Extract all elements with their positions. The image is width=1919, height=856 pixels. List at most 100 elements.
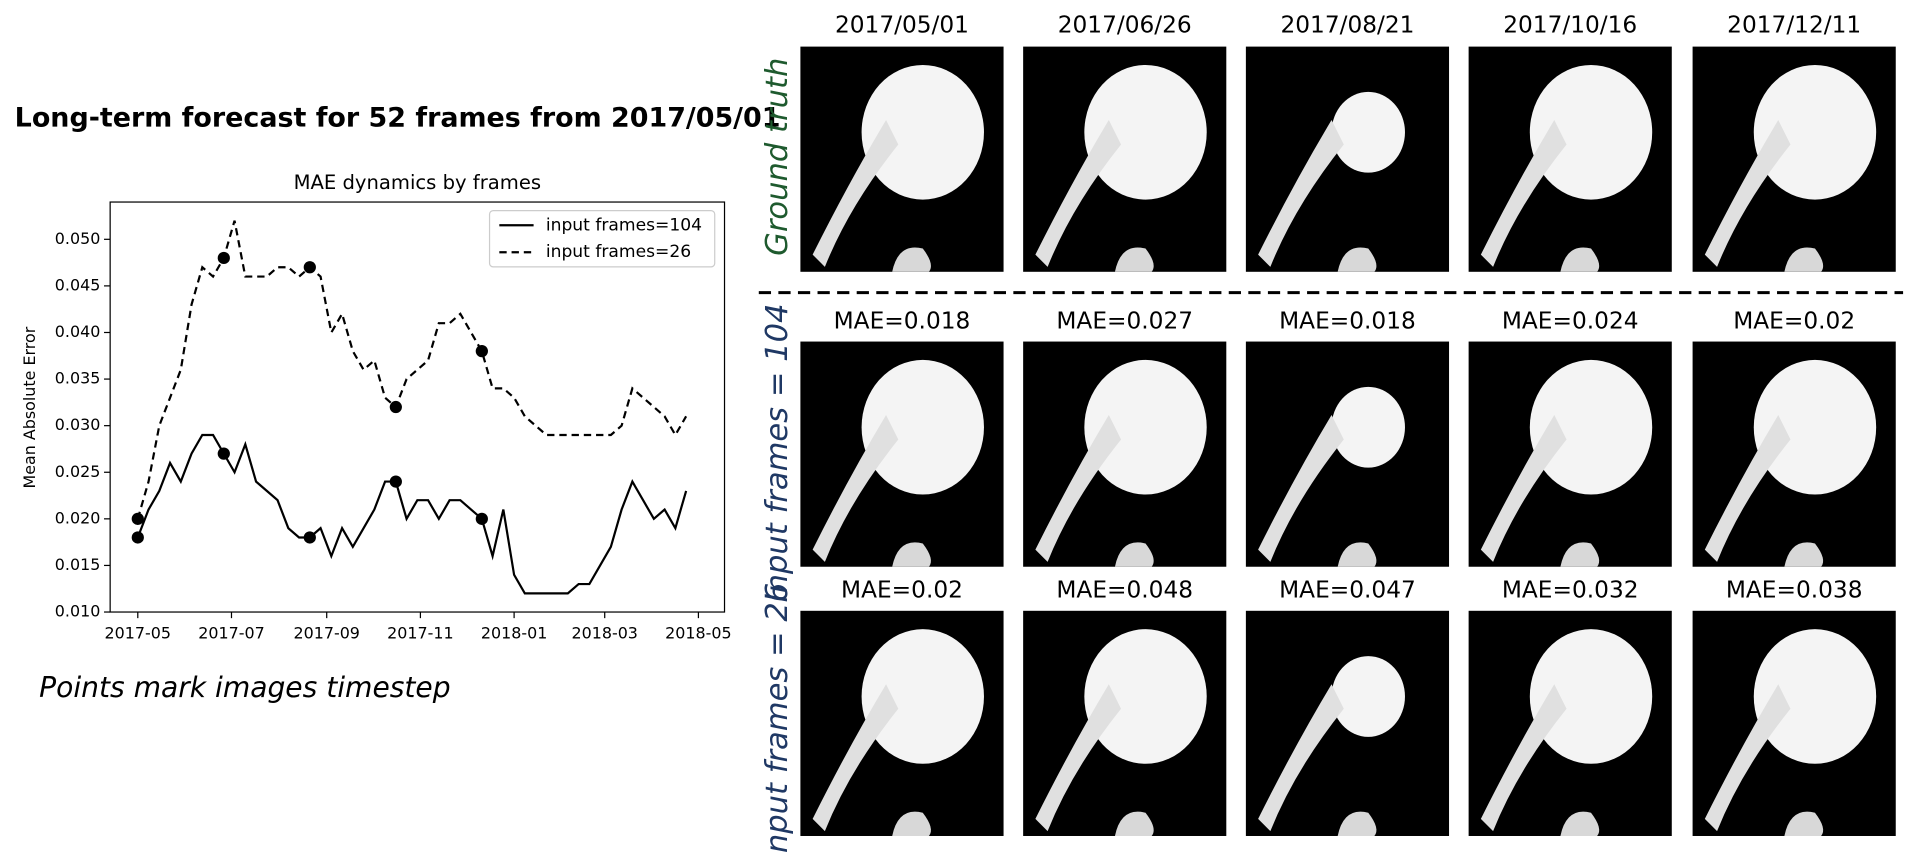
column-title: 2017/08/21 bbox=[1280, 11, 1414, 38]
plot-frame bbox=[109, 201, 726, 613]
ice-coast bbox=[1480, 414, 1567, 562]
ice-cap bbox=[1331, 656, 1405, 737]
ice-cap bbox=[1331, 386, 1405, 468]
timestep-point bbox=[131, 512, 144, 525]
x-tick-label: 2017-09 bbox=[293, 624, 359, 643]
ice-cap bbox=[861, 64, 984, 200]
ice-cap bbox=[1753, 629, 1877, 764]
panel-title: MAE=0.02 bbox=[1733, 307, 1855, 334]
series-line bbox=[136, 433, 688, 595]
ice-south bbox=[1784, 247, 1824, 272]
panel-title: MAE=0.02 bbox=[841, 577, 963, 604]
ice-south bbox=[892, 811, 931, 836]
y-tick-label: 0.020 bbox=[55, 508, 101, 527]
row-label: Ground truth bbox=[760, 58, 795, 256]
ice-coast bbox=[1704, 120, 1791, 267]
y-tick-label: 0.035 bbox=[55, 369, 101, 388]
panel-title: MAE=0.047 bbox=[1279, 577, 1416, 604]
timestep-point bbox=[131, 531, 144, 544]
ice-cap bbox=[1084, 359, 1207, 495]
y-tick-label: 0.025 bbox=[55, 462, 101, 481]
ice-coast bbox=[1258, 414, 1344, 562]
ice-cap bbox=[1753, 64, 1877, 200]
ice-cap bbox=[1529, 359, 1653, 495]
timestep-point bbox=[217, 251, 230, 265]
x-tick-label: 2017-11 bbox=[387, 624, 453, 643]
ice-cap bbox=[1084, 64, 1207, 200]
panel-title: MAE=0.038 bbox=[1726, 577, 1863, 604]
x-tick-label: 2018-01 bbox=[481, 624, 547, 643]
ice-south bbox=[892, 247, 931, 272]
timestep-point bbox=[475, 345, 488, 358]
ice-cap bbox=[861, 629, 984, 764]
ice-south bbox=[1784, 542, 1824, 567]
column-title: 2017/06/26 bbox=[1058, 11, 1192, 38]
ice-coast bbox=[1704, 414, 1791, 562]
panel-title: MAE=0.032 bbox=[1502, 577, 1639, 604]
timestep-point bbox=[303, 261, 316, 274]
ice-south bbox=[1784, 811, 1824, 836]
y-tick-label: 0.030 bbox=[55, 415, 101, 434]
legend-label: input frames=26 bbox=[546, 242, 691, 262]
timestep-point bbox=[475, 512, 488, 525]
timestep-point bbox=[389, 475, 402, 488]
timestep-point bbox=[389, 400, 402, 414]
ice-south bbox=[1337, 542, 1377, 567]
ice-coast bbox=[812, 414, 899, 562]
ice-coast bbox=[1258, 120, 1344, 267]
ice-coast bbox=[1704, 684, 1791, 832]
ice-coast bbox=[812, 120, 899, 267]
ice-south bbox=[1337, 247, 1377, 272]
panel-title: MAE=0.018 bbox=[834, 307, 971, 334]
series-line bbox=[136, 220, 688, 520]
chart-title: MAE dynamics by frames bbox=[294, 171, 542, 194]
ice-south bbox=[1560, 247, 1600, 272]
column-title: 2017/10/16 bbox=[1503, 11, 1637, 38]
y-tick-label: 0.045 bbox=[55, 275, 101, 294]
ice-cap bbox=[1084, 629, 1207, 764]
ice-south bbox=[1114, 542, 1154, 567]
ice-south bbox=[1114, 811, 1154, 836]
y-axis-label: Mean Absolute Error bbox=[20, 326, 39, 488]
figure-title: Long-term forecast for 52 frames from 20… bbox=[15, 102, 781, 133]
panel-title: MAE=0.024 bbox=[1502, 307, 1639, 334]
panel-title: MAE=0.018 bbox=[1279, 307, 1416, 334]
ice-coast bbox=[1480, 120, 1567, 267]
y-tick-label: 0.040 bbox=[55, 322, 101, 341]
ice-south bbox=[1560, 542, 1600, 567]
x-tick-label: 2017-05 bbox=[105, 624, 171, 643]
timestep-point bbox=[303, 531, 316, 544]
y-tick-label: 0.050 bbox=[55, 229, 101, 248]
row-label: Input frames = 104 bbox=[760, 303, 795, 602]
ice-coast bbox=[1035, 414, 1122, 562]
x-tick-label: 2018-03 bbox=[571, 624, 637, 643]
column-title: 2017/12/11 bbox=[1727, 11, 1861, 38]
y-tick-label: 0.015 bbox=[55, 555, 101, 574]
legend-label: input frames=104 bbox=[546, 215, 702, 235]
ice-coast bbox=[1035, 684, 1122, 832]
column-title: 2017/05/01 bbox=[835, 11, 969, 38]
ice-south bbox=[1114, 247, 1154, 272]
ice-coast bbox=[1258, 684, 1344, 832]
caption: Points mark images timestep bbox=[39, 671, 450, 704]
legend-box bbox=[488, 209, 716, 268]
x-tick-label: 2017-07 bbox=[198, 624, 264, 643]
panel-title: MAE=0.027 bbox=[1056, 307, 1193, 334]
ice-cap bbox=[1331, 91, 1405, 173]
ice-south bbox=[892, 542, 931, 567]
panel-title: MAE=0.048 bbox=[1056, 577, 1193, 604]
row-label: input frames = 26 bbox=[760, 583, 795, 852]
x-tick-label: 2018-05 bbox=[665, 624, 731, 643]
ice-cap bbox=[861, 359, 984, 495]
timestep-point bbox=[217, 447, 230, 460]
ice-south bbox=[1560, 811, 1600, 836]
ice-coast bbox=[812, 684, 899, 832]
ice-south bbox=[1337, 811, 1377, 836]
ice-cap bbox=[1753, 359, 1877, 495]
ice-coast bbox=[1035, 120, 1122, 267]
ice-cap bbox=[1529, 64, 1653, 200]
y-tick-label: 0.010 bbox=[55, 602, 101, 621]
ice-cap bbox=[1529, 629, 1653, 764]
ice-coast bbox=[1480, 684, 1567, 832]
